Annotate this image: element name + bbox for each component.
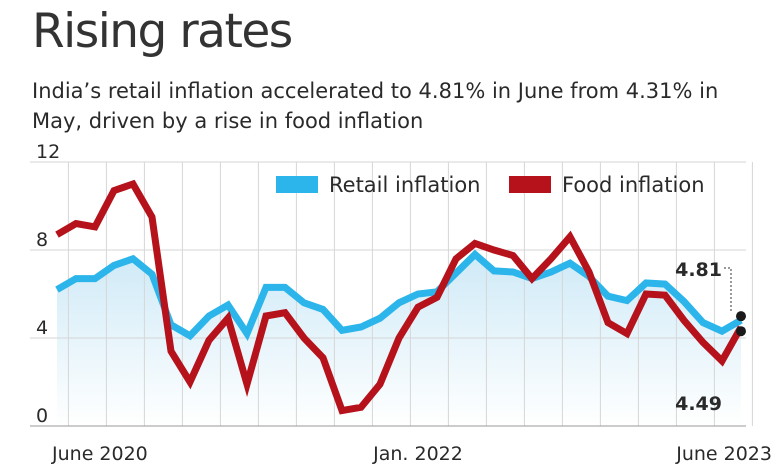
retail-end-marker	[736, 311, 746, 322]
x-tick-label: Jan. 2022	[372, 443, 463, 465]
legend-retail-swatch	[276, 176, 318, 193]
legend-food-swatch	[509, 176, 551, 193]
y-tick-label: 12	[36, 141, 60, 163]
y-tick-label: 4	[36, 317, 48, 339]
retail-inflation-line	[55, 249, 743, 342]
food-end-value-label: 4.49	[675, 393, 722, 415]
food-inflation-line	[55, 179, 745, 415]
legend-retail-label: Retail inflation	[329, 173, 480, 197]
retail-callout-leader	[724, 267, 732, 313]
legend-food-label: Food inflation	[562, 173, 705, 197]
chart-title: Rising rates	[32, 4, 293, 59]
x-tick-label: June 2023	[675, 443, 772, 465]
y-tick-label: 8	[36, 229, 48, 251]
retail-end-value-label: 4.81	[675, 259, 722, 281]
chart-subtitle: India’s retail inflation accelerated to …	[32, 79, 719, 133]
food-end-marker	[736, 326, 746, 337]
y-tick-label: 0	[36, 405, 48, 427]
x-tick-label: June 2020	[51, 443, 148, 465]
